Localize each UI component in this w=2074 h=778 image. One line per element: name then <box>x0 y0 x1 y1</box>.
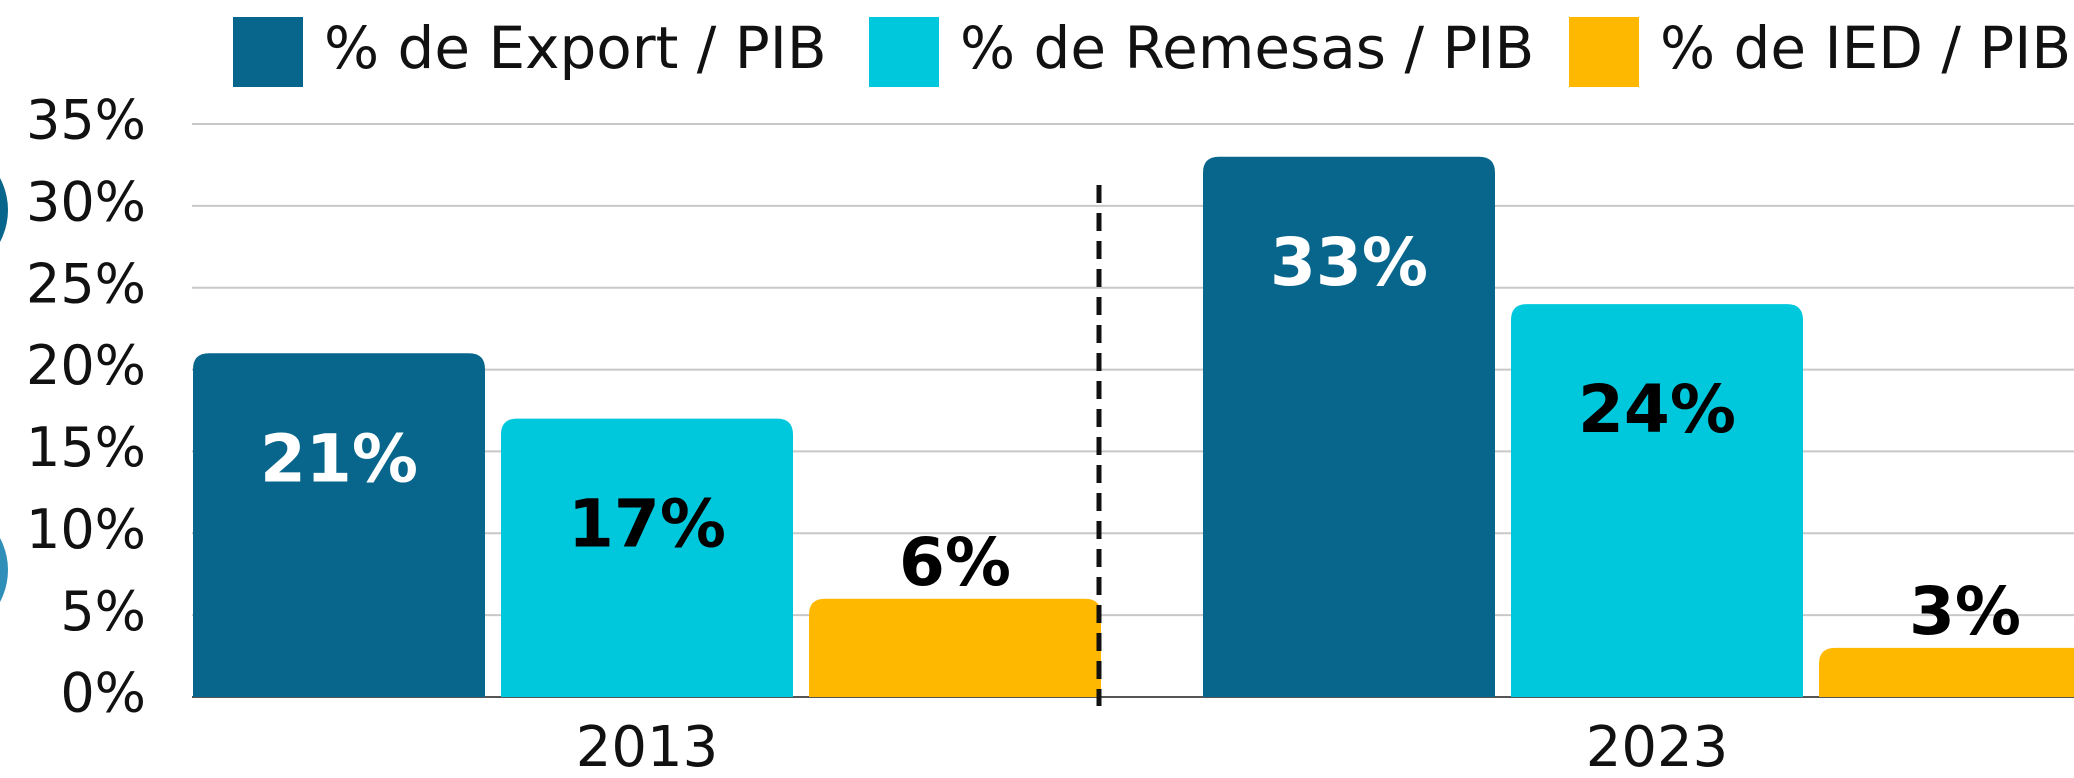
y-tick-label: 30% <box>26 170 146 233</box>
y-tick-label: 20% <box>26 334 146 397</box>
x-tick-label: 2013 <box>576 715 719 778</box>
bar <box>1203 156 1495 697</box>
decoration <box>0 178 8 242</box>
data-label: 17% <box>568 486 726 563</box>
legend-swatch <box>869 17 939 87</box>
decoration <box>0 538 8 602</box>
y-tick-label: 10% <box>26 498 146 561</box>
legend-label: % de Export / PIB <box>324 14 827 82</box>
legend-label: % de IED / PIB <box>1660 14 2071 82</box>
y-tick-label: 15% <box>26 416 146 479</box>
y-tick-label: 35% <box>26 89 146 152</box>
legend-swatch <box>1569 17 1639 87</box>
bar <box>1819 647 2074 697</box>
x-tick-label: 2023 <box>1586 715 1729 778</box>
legend-label: % de Remesas / PIB <box>960 14 1534 82</box>
y-tick-label: 0% <box>60 662 146 725</box>
data-label: 3% <box>1909 573 2021 650</box>
data-label: 33% <box>1270 224 1428 301</box>
bar <box>1511 304 1803 697</box>
bar <box>809 598 1101 697</box>
data-label: 21% <box>260 420 418 497</box>
bar <box>193 353 485 697</box>
bar <box>501 418 793 697</box>
data-label: 6% <box>899 524 1011 601</box>
y-tick-label: 25% <box>26 252 146 315</box>
y-tick-label: 5% <box>60 580 146 643</box>
data-label: 24% <box>1578 371 1736 448</box>
labels: 0% 5% 10% 15% 20% 25% 30% 35% % de Export / PIB%… <box>26 14 2071 778</box>
bars <box>193 156 2074 697</box>
legend-swatch <box>233 17 303 87</box>
